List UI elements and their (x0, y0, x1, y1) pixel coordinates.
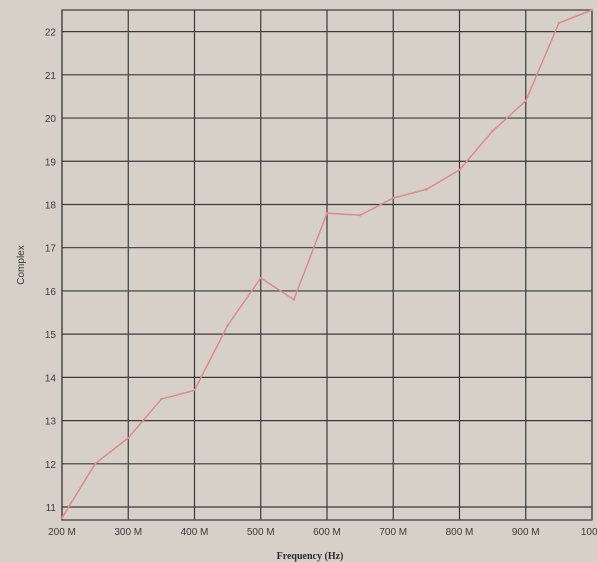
x-axis-ticks: 200 M 300 M 400 M 500 M 600 M 700 M 800 M 900 M… (48, 527, 597, 538)
y-axis-title: Complex (16, 245, 27, 284)
x-tick-label: 200 M (48, 527, 76, 538)
data-point (524, 99, 527, 102)
data-point (292, 298, 296, 301)
data-point (325, 211, 329, 215)
data-point (60, 516, 64, 520)
plot-frame (61, 9, 593, 521)
y-tick-label: 13 (45, 417, 57, 428)
x-tick-label: 500 M (247, 527, 275, 538)
x-tick-label: 700 M (379, 527, 407, 538)
x-tick-label: 600 M (313, 527, 341, 538)
y-tick-label: 17 (45, 244, 57, 255)
data-point (557, 21, 561, 25)
y-tick-label: 16 (45, 287, 57, 298)
data-point (491, 129, 494, 133)
data-point (93, 462, 97, 466)
data-point (392, 196, 395, 200)
data-points (60, 8, 594, 520)
y-axis-ticks: 11 12 13 14 15 16 17 18 19 20 21 22 (45, 28, 57, 514)
y-tick-label: 21 (45, 71, 57, 82)
y-tick-label: 12 (45, 460, 57, 471)
data-point (160, 397, 163, 401)
x-tick-label: 900 M (512, 527, 540, 538)
y-tick-label: 19 (45, 157, 57, 168)
x-tick-label: 300 M (114, 527, 142, 538)
data-point (226, 324, 229, 327)
y-tick-label: 18 (45, 200, 57, 211)
x-tick-label: 1000 (581, 527, 597, 538)
y-tick-label: 14 (45, 373, 57, 384)
y-tick-label: 11 (46, 503, 57, 514)
data-point (358, 214, 362, 217)
data-point (127, 436, 130, 440)
data-point (458, 168, 461, 172)
data-point (193, 389, 196, 392)
y-tick-label: 15 (45, 330, 57, 341)
y-tick-label: 22 (45, 28, 57, 39)
x-tick-label: 400 M (181, 527, 209, 538)
x-tick-label: 800 M (446, 527, 474, 538)
data-point (259, 276, 262, 280)
data-point (425, 188, 428, 191)
grid (61, 9, 593, 521)
x-axis-title: Frequency (Hz) (277, 551, 344, 562)
data-point (590, 8, 594, 12)
y-tick-label: 20 (45, 114, 57, 125)
